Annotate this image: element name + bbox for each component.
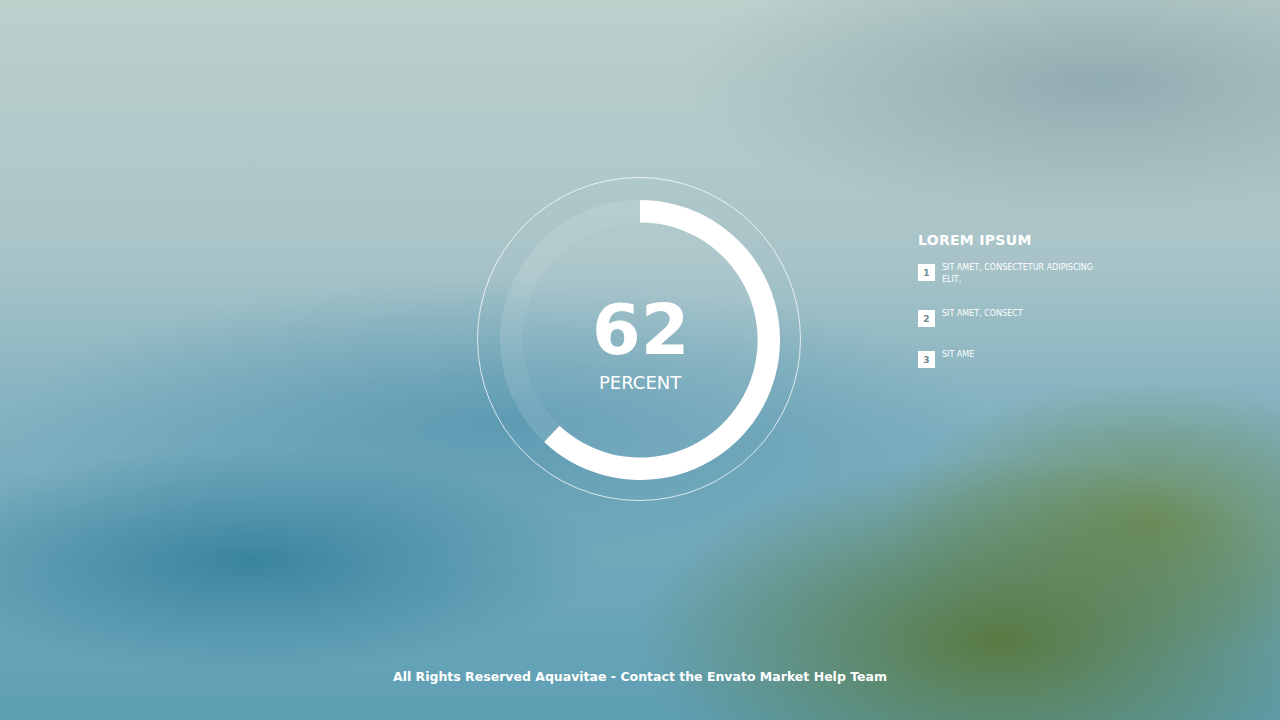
html-text:LOREM IPSUM: LOREM IPSUM	[918, 232, 1032, 248]
html-text:2: 2	[923, 313, 930, 324]
html-text:1: 1	[923, 267, 930, 278]
svg-text:PERCENT: PERCENT	[599, 372, 682, 393]
html-text:All Rights Reserved Aquavitae: All Rights Reserved Aquavitae - Contact …	[393, 669, 887, 684]
html-text:3: 3	[923, 354, 930, 365]
html-text:SIT AME: SIT AME	[942, 350, 975, 359]
svg-text:62: 62	[592, 289, 689, 371]
html-text:SIT AMET, CONSECT: SIT AMET, CONSECT	[942, 309, 1023, 318]
html-text:SIT AMET, CONSECTETUR ADIPISCI: SIT AMET, CONSECTETUR ADIPISCING ELIT,	[942, 263, 1093, 284]
